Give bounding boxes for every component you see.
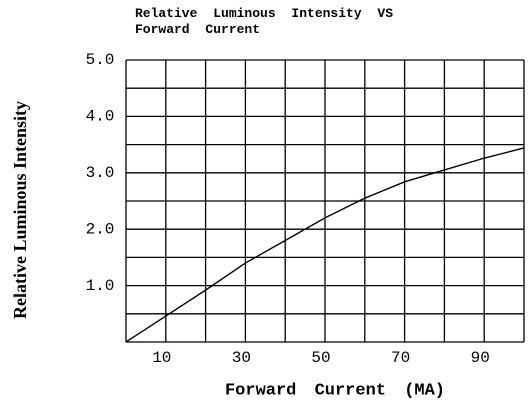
x-tick-label: 30 xyxy=(232,349,251,367)
x-tick-label: 10 xyxy=(152,349,171,367)
x-tick-label: 50 xyxy=(311,349,330,367)
y-tick-label: 2.0 xyxy=(86,220,115,238)
y-tick-label: 4.0 xyxy=(86,108,115,126)
x-axis-label: Forward Current (MA) xyxy=(225,381,445,400)
x-tick-label: 70 xyxy=(391,349,410,367)
y-tick-label: 1.0 xyxy=(86,277,115,295)
y-tick-label: 3.0 xyxy=(86,164,115,182)
x-tick-label: 90 xyxy=(471,349,490,367)
y-tick-label: 5.0 xyxy=(86,51,115,69)
line xyxy=(125,147,525,343)
y-axis-label: Relative Luminous Intensity xyxy=(10,101,30,319)
chart-title: Relative Luminous Intensity VS Forward C… xyxy=(135,6,394,37)
